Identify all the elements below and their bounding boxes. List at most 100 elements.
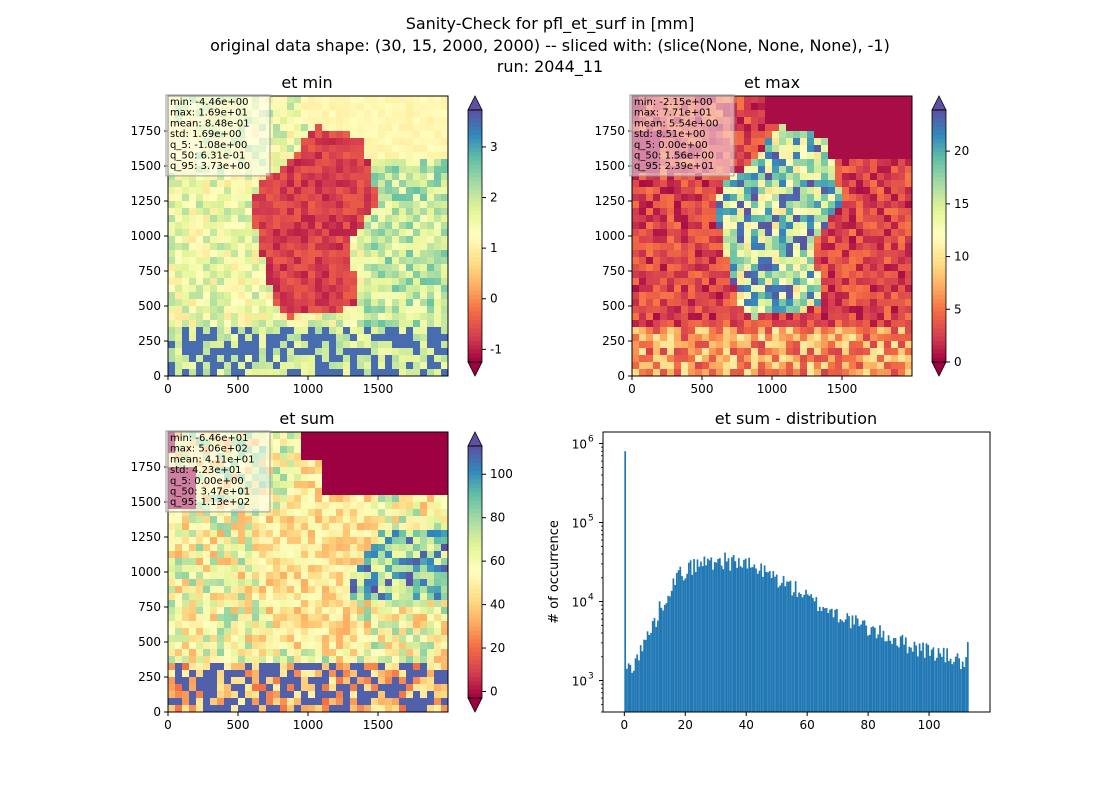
heatmap-cell: [779, 180, 787, 188]
heatmap-cell: [266, 362, 274, 370]
heatmap-cell: [793, 348, 801, 356]
heatmap-cell: [870, 110, 878, 118]
heatmap-cell: [294, 502, 302, 510]
heatmap-cell: [336, 537, 344, 545]
heatmap-cell: [217, 663, 225, 671]
colorbar-segment: [468, 210, 482, 216]
heatmap-cell: [835, 313, 843, 321]
heatmap-cell: [245, 327, 253, 335]
heatmap-cell: [203, 607, 211, 615]
heatmap-cell: [639, 306, 647, 314]
heatmap-cell: [273, 516, 281, 524]
heatmap-cell: [371, 341, 379, 349]
heatmap-cell: [189, 250, 197, 258]
heatmap-cell: [905, 208, 913, 216]
heatmap-cell: [315, 278, 323, 286]
heatmap-cell: [245, 509, 253, 517]
heatmap-cell: [252, 670, 260, 678]
heatmap-cell: [399, 656, 407, 664]
heatmap-cell: [695, 313, 703, 321]
heatmap-cell: [905, 320, 913, 328]
heatmap-cell: [378, 509, 386, 517]
heatmap-cell: [870, 362, 878, 370]
heatmap-cell: [441, 313, 449, 321]
heatmap-cell: [273, 439, 281, 447]
heatmap-cell: [287, 306, 295, 314]
heatmap-cell: [273, 551, 281, 559]
heatmap-cell: [252, 306, 260, 314]
heatmap-cell: [189, 516, 197, 524]
heatmap-cell: [842, 348, 850, 356]
heatmap-cell: [639, 264, 647, 272]
heatmap-cell: [835, 131, 843, 139]
heatmap-cell: [350, 215, 358, 223]
heatmap-cell: [385, 481, 393, 489]
heatmap-cell: [751, 271, 759, 279]
heatmap-cell: [814, 173, 822, 181]
heatmap-cell: [413, 117, 421, 125]
heatmap-cell: [884, 103, 892, 111]
heatmap-cell: [765, 110, 773, 118]
heatmap-cell: [870, 103, 878, 111]
heatmap-cell: [287, 250, 295, 258]
heatmap-cell: [891, 138, 899, 146]
heatmap-cell: [189, 705, 197, 713]
heatmap-cell: [329, 320, 337, 328]
heatmap-cell: [406, 285, 414, 293]
heatmap-cell: [308, 103, 316, 111]
heatmap-cell: [364, 285, 372, 293]
heatmap-cell: [231, 593, 239, 601]
heatmap-cell: [245, 292, 253, 300]
heatmap-cell: [730, 341, 738, 349]
colorbar-segment: [468, 332, 482, 338]
heatmap-cell: [441, 642, 449, 650]
heatmap-cell: [245, 614, 253, 622]
x-tick-label: 1000: [293, 382, 324, 396]
heatmap-cell: [821, 327, 829, 335]
heatmap-cell: [357, 327, 365, 335]
colorbar-tick-label: 3: [490, 140, 498, 154]
heatmap-cell: [399, 145, 407, 153]
heatmap-cell: [259, 607, 267, 615]
heatmap-cell: [772, 243, 780, 251]
heatmap-cell: [814, 348, 822, 356]
heatmap-cell: [189, 663, 197, 671]
heatmap-cell: [427, 642, 435, 650]
heatmap-cell: [210, 614, 218, 622]
heatmap-cell: [231, 516, 239, 524]
heatmap-cell: [849, 250, 857, 258]
colorbar-segment: [468, 248, 482, 254]
heatmap-cell: [709, 348, 717, 356]
heatmap-cell: [399, 446, 407, 454]
heatmap-cell: [322, 257, 330, 265]
heatmap-cell: [828, 348, 836, 356]
heatmap-cell: [203, 348, 211, 356]
heatmap-cell: [681, 285, 689, 293]
heatmap-cell: [835, 96, 843, 104]
heatmap-cell: [196, 173, 204, 181]
panel-title: et sum: [279, 409, 334, 428]
heatmap-cell: [870, 208, 878, 216]
heatmap-cell: [406, 523, 414, 531]
heatmap-cell: [294, 579, 302, 587]
heatmap-cell: [660, 222, 668, 230]
colorbar-segment: [932, 286, 946, 291]
heatmap-cell: [371, 355, 379, 363]
heatmap-cell: [308, 537, 316, 545]
heatmap-cell: [287, 369, 295, 377]
heatmap-cell: [350, 530, 358, 538]
heatmap-cell: [357, 334, 365, 342]
heatmap-cell: [189, 607, 197, 615]
heatmap-cell: [287, 152, 295, 160]
heatmap-cell: [287, 614, 295, 622]
heatmap-cell: [350, 446, 358, 454]
heatmap-cell: [758, 187, 766, 195]
heatmap-cell: [224, 187, 232, 195]
heatmap-cell: [301, 551, 309, 559]
heatmap-cell: [217, 593, 225, 601]
heatmap-cell: [392, 334, 400, 342]
heatmap-cell: [294, 670, 302, 678]
heatmap-cell: [814, 159, 822, 167]
heatmap-cell: [357, 600, 365, 608]
heatmap-cell: [385, 96, 393, 104]
